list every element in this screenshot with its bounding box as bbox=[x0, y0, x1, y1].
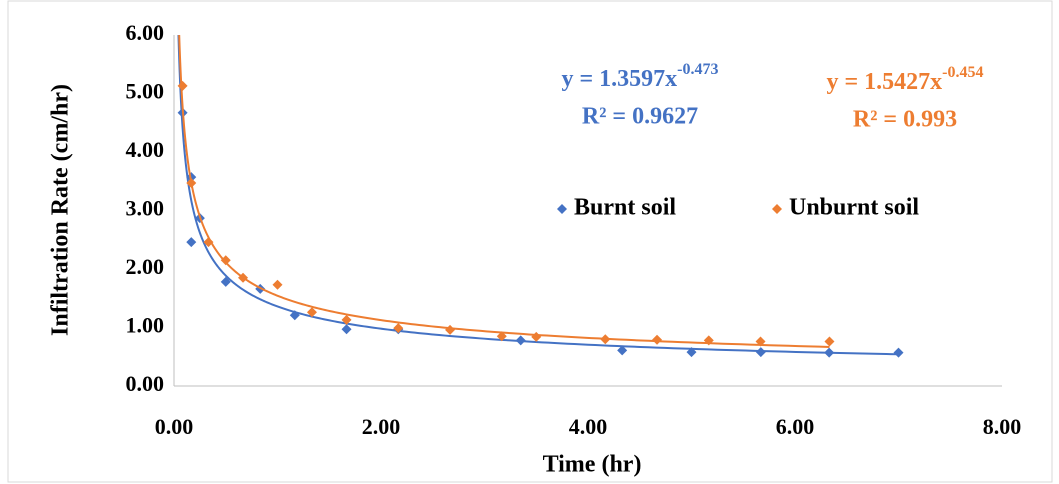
x-tick-label: 2.00 bbox=[362, 414, 401, 439]
point bbox=[272, 279, 283, 290]
trendline bbox=[178, 34, 830, 348]
point bbox=[186, 178, 197, 189]
y-tick-label: 0.00 bbox=[126, 371, 165, 396]
y-tick-label: 3.00 bbox=[126, 196, 165, 221]
point bbox=[617, 345, 628, 356]
point bbox=[393, 323, 404, 334]
r-squared: R² = 0.993 bbox=[853, 107, 957, 133]
point bbox=[652, 334, 663, 345]
y-tick-label: 4.00 bbox=[126, 137, 165, 162]
point bbox=[600, 334, 611, 345]
point bbox=[341, 314, 352, 325]
point bbox=[186, 237, 197, 248]
equation-exponent: -0.473 bbox=[677, 61, 718, 78]
point bbox=[220, 255, 231, 266]
equation-text: y = 1.5427x bbox=[826, 69, 942, 95]
point bbox=[755, 347, 766, 358]
point bbox=[445, 324, 456, 335]
x-tick-label: 6.00 bbox=[776, 414, 815, 439]
y-tick-label: 6.00 bbox=[126, 20, 165, 45]
trendline bbox=[177, 34, 899, 356]
point bbox=[496, 331, 507, 342]
y-tick-label: 1.00 bbox=[126, 313, 165, 338]
legend-label: Unburnt soil bbox=[789, 195, 919, 221]
trend-equation: y = 1.3597x-0.473 bbox=[561, 61, 718, 92]
point bbox=[824, 347, 835, 358]
point bbox=[686, 347, 697, 358]
equation-exponent: -0.454 bbox=[942, 64, 983, 81]
point bbox=[893, 347, 904, 358]
x-tick-label: 0.00 bbox=[155, 414, 194, 439]
point bbox=[306, 307, 317, 318]
point bbox=[824, 336, 835, 347]
equation-text: y = 1.3597x bbox=[561, 66, 677, 92]
trend-equation: y = 1.5427x-0.454 bbox=[826, 64, 983, 95]
x-axis-title: Time (hr) bbox=[543, 452, 642, 478]
point bbox=[220, 276, 231, 287]
r-squared: R² = 0.9627 bbox=[582, 104, 698, 130]
point bbox=[341, 324, 352, 335]
x-tick-label: 8.00 bbox=[983, 414, 1022, 439]
legend-label: Burnt soil bbox=[574, 195, 676, 221]
point bbox=[238, 272, 249, 283]
point bbox=[203, 237, 214, 248]
y-tick-label: 5.00 bbox=[126, 79, 165, 104]
legend-marker bbox=[772, 204, 782, 214]
legend-marker bbox=[557, 204, 567, 214]
point bbox=[177, 80, 188, 91]
x-tick-label: 4.00 bbox=[569, 414, 608, 439]
point bbox=[755, 336, 766, 347]
point bbox=[703, 335, 714, 346]
point bbox=[531, 331, 542, 342]
point bbox=[289, 310, 300, 321]
point bbox=[515, 335, 526, 346]
y-axis-title: Infiltration Rate (cm/hr) bbox=[48, 84, 74, 336]
y-tick-label: 2.00 bbox=[126, 254, 165, 279]
